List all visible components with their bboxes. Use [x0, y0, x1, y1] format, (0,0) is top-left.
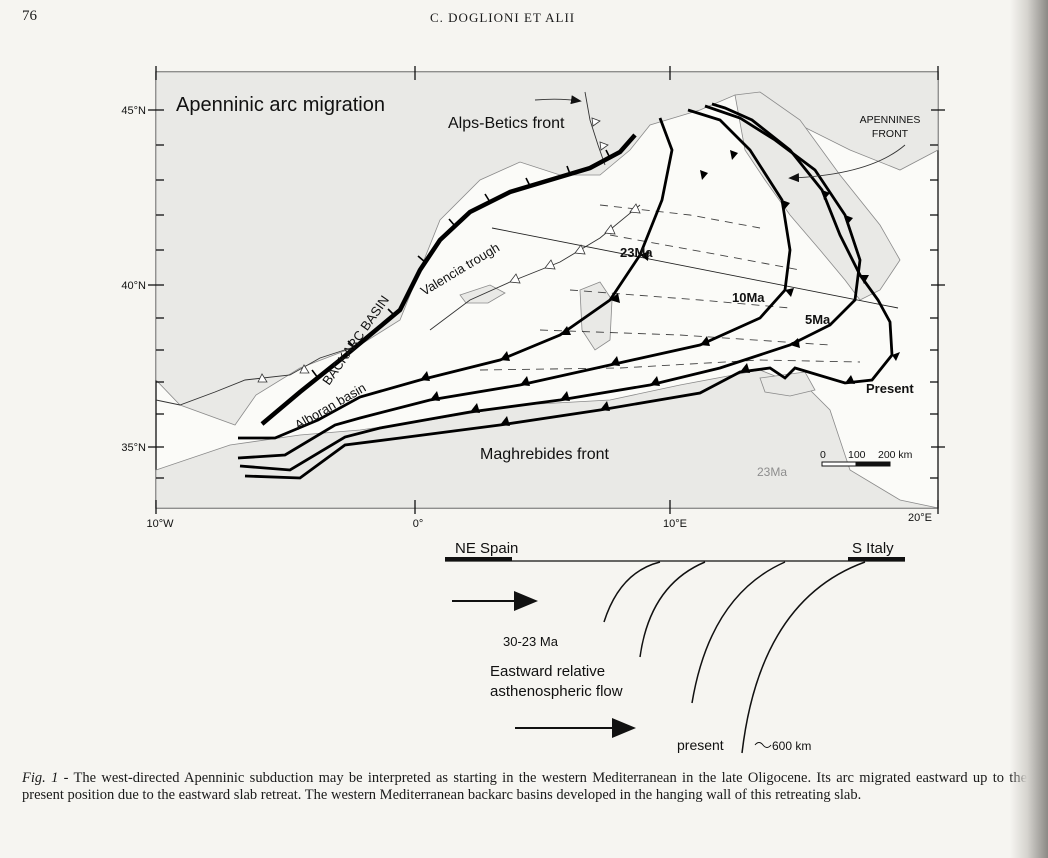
- scale-end: 200 km: [878, 449, 913, 461]
- lon-label-10e: 10°E: [663, 518, 687, 530]
- lon-label-10w: 10°W: [146, 518, 174, 530]
- age-10ma-label: 10Ma: [732, 290, 765, 305]
- maghrebides-front-label: Maghrebides front: [480, 446, 610, 463]
- present-section-label: present: [677, 737, 724, 753]
- front-23ma: [238, 117, 674, 440]
- lon-label-0: 0°: [413, 518, 424, 530]
- present-label: Present: [866, 381, 914, 396]
- caption-lead: Fig. 1 -: [22, 770, 69, 786]
- depth-tilde-icon: [754, 742, 772, 748]
- slab-present: [741, 561, 866, 754]
- apennines-front-label-1: APENNINES: [860, 114, 921, 126]
- sardinia-corsica: [579, 281, 613, 351]
- alps-front-pointer: [534, 95, 582, 105]
- alps-betics-front-line: [155, 344, 361, 406]
- slab-intermediate-2: [691, 561, 786, 704]
- apenninic-arc-figure: 45°N 40°N 35°N 10°W 0° 10°E 20°E: [121, 66, 945, 754]
- age-23ma-label: 23Ma: [620, 245, 653, 260]
- backarc-basin-margin: [260, 133, 637, 426]
- ne-spain-label: NE Spain: [455, 540, 518, 557]
- slab-intermediate-1: [639, 561, 706, 658]
- age-30-23ma-label: 30-23 Ma: [503, 634, 559, 649]
- age-5ma-label: 5Ma: [805, 312, 831, 327]
- section-trace: [491, 227, 899, 309]
- page-edge-shadow: [1010, 0, 1048, 858]
- backarc-ticks: [311, 149, 611, 379]
- arc-front-teeth: [420, 150, 900, 426]
- scale-bar: 0 100 200 km: [820, 449, 913, 467]
- scale-zero: 0: [820, 449, 826, 461]
- flow-label-line1: Eastward relative: [490, 663, 605, 680]
- faint-23ma-label: 23Ma: [757, 465, 787, 479]
- lon-label-20e: 20°E: [908, 512, 932, 524]
- flow-label-line2: asthenospheric flow: [490, 683, 623, 700]
- cross-section: NE Spain S Italy 30-23 Ma Eastward relat…: [445, 540, 905, 754]
- sicily: [759, 371, 816, 397]
- alps-betics-front-north: [584, 91, 606, 166]
- apennines-front-label-2: FRONT: [872, 128, 909, 140]
- s-italy-label: S Italy: [852, 540, 894, 557]
- land-masses: [155, 71, 939, 509]
- axis-ticks: [148, 66, 945, 514]
- lat-label-35: 35°N: [121, 442, 146, 454]
- scale-mid: 100: [848, 449, 866, 461]
- running-head: C. DOGLIONI ET ALII: [430, 10, 576, 25]
- lat-label-40: 40°N: [121, 280, 146, 292]
- figure-caption: Fig. 1 - The west-directed Apenninic sub…: [22, 770, 1027, 804]
- lat-label-45: 45°N: [121, 105, 146, 117]
- valencia-trough-teeth: [509, 203, 641, 284]
- map-title: Apenninic arc migration: [176, 94, 385, 116]
- slab-30-23ma: [603, 561, 661, 623]
- apennines-front-pointer: [788, 144, 906, 183]
- alps-betics-front-label: Alps-Betics front: [448, 115, 565, 132]
- caption-text: The west-directed Apenninic subduction m…: [22, 770, 1028, 803]
- italy-landmass: [734, 91, 901, 301]
- africa-landmass: [155, 369, 939, 509]
- page-number: 76: [22, 8, 37, 24]
- depth-label: 600 km: [772, 739, 811, 753]
